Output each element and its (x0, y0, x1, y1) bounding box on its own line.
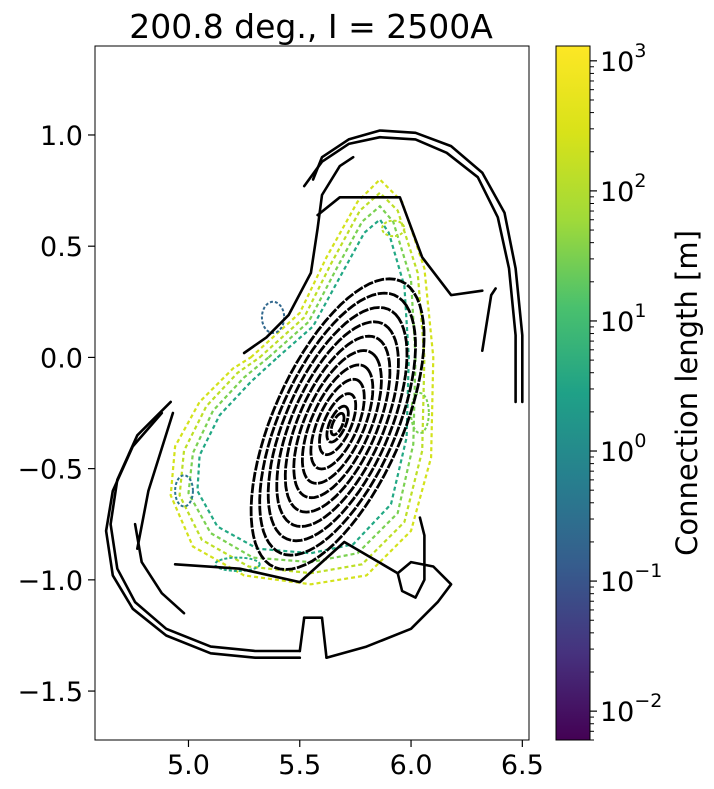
flux-surface (249, 277, 426, 571)
wall-structure (136, 411, 175, 550)
wall-structure (302, 616, 328, 659)
wall-structure (298, 616, 306, 653)
y-tick-label: 1.0 (40, 121, 83, 152)
y-tick-label: −0.5 (17, 455, 83, 486)
flux-surface (275, 320, 400, 528)
magnetic-island (260, 300, 286, 334)
flux-surface (301, 363, 375, 485)
wall-structure (316, 196, 368, 217)
flux-surface (258, 291, 417, 557)
colorbar-axis: 10−2 10−1 100 101 102 103 (590, 40, 662, 741)
edge-contour (187, 204, 417, 564)
flux-surface (318, 392, 358, 457)
colorbar-tick-label: 101 (600, 300, 646, 338)
x-tick-label: 6.0 (390, 750, 433, 781)
wall-structure (325, 516, 453, 659)
colorbar-tick-label: 10−2 (600, 690, 662, 728)
wall-structure (133, 522, 186, 615)
x-tick-label: 5.0 (167, 750, 210, 781)
flux-surface (283, 334, 392, 514)
plot-content (104, 129, 524, 659)
y-tick-label: −1.0 (17, 566, 83, 597)
wall-structure (104, 411, 302, 659)
wall-structure (311, 129, 524, 404)
colorbar (555, 45, 591, 741)
flux-surface (292, 349, 383, 500)
y-tick-label: −1.5 (17, 677, 83, 708)
colorbar-label: Connection length [m] (670, 230, 704, 556)
wall-structure (242, 155, 355, 355)
x-tick-label: 5.5 (278, 750, 321, 781)
magnetic-island (381, 219, 406, 238)
y-axis: 1.0 0.5 0.0 −0.5 −1.0 −1.5 (17, 121, 95, 708)
x-tick-label: 6.5 (501, 750, 544, 781)
wall-structure (302, 135, 517, 404)
wall-structure (481, 287, 497, 352)
y-tick-label: 0.0 (40, 343, 83, 374)
x-axis: 5.0 5.5 6.0 6.5 (167, 740, 544, 781)
flux-surface (325, 404, 350, 444)
wall-structure (173, 540, 399, 584)
edge-contour (178, 191, 426, 575)
wall-structure (365, 196, 484, 297)
edge-contour (169, 177, 435, 586)
colorbar-tick-label: 103 (600, 40, 646, 78)
magnetic-island (174, 474, 194, 508)
chart-title: 200.8 deg., I = 2500A (129, 7, 493, 46)
flux-surface (266, 306, 409, 543)
y-tick-label: 0.5 (40, 232, 83, 263)
edge-contour (196, 217, 410, 555)
magnetic-island (214, 556, 261, 572)
flux-surface (329, 412, 346, 437)
flux-surface (309, 377, 366, 471)
colorbar-tick-label: 10−1 (600, 560, 662, 598)
colorbar-tick-label: 102 (600, 170, 646, 208)
plot-frame (94, 45, 530, 741)
colorbar-tick-label: 100 (600, 430, 646, 468)
